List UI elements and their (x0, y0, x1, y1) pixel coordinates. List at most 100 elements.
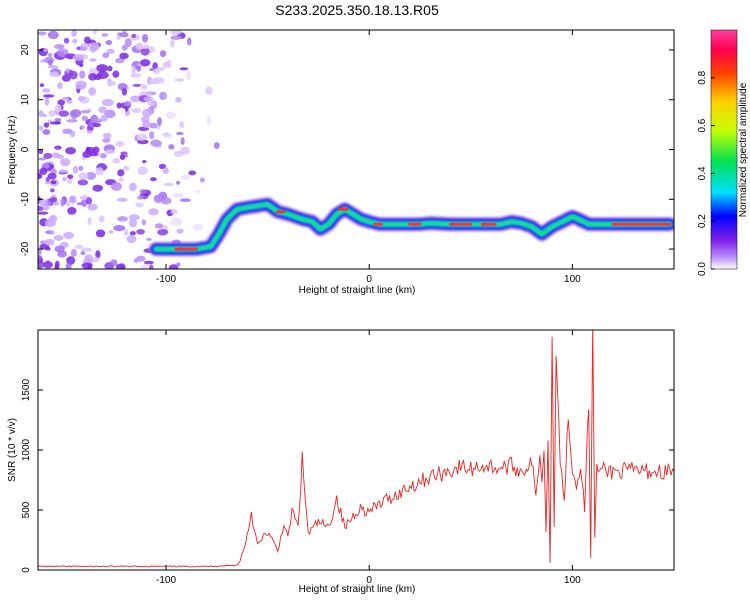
y-tick-label: 0 (21, 567, 32, 573)
y-tick-label: 20 (20, 44, 31, 56)
noise-patch (117, 169, 125, 177)
y-tick-label: 1000 (21, 438, 32, 461)
noise-patch (72, 165, 79, 174)
noise-patch (104, 109, 116, 119)
noise-patch (168, 144, 175, 150)
noise-patch (72, 38, 78, 44)
noise-patch (39, 83, 45, 88)
noise-patch (70, 109, 82, 118)
noise-patch (47, 52, 53, 57)
noise-patch (199, 177, 205, 183)
noise-patch (43, 261, 53, 269)
noise-patch (171, 30, 182, 35)
noise-patch (44, 97, 50, 106)
noise-patch (88, 67, 98, 75)
noise-patch (38, 157, 47, 161)
noise-patch (79, 63, 84, 68)
noise-patch (92, 30, 97, 35)
noise-patch (142, 108, 152, 118)
noise-patch (61, 97, 70, 101)
noise-patch (98, 215, 105, 223)
noise-patch (168, 264, 179, 269)
x-tick-label: 100 (564, 575, 581, 586)
noise-patch (87, 203, 98, 211)
trace-core (154, 202, 672, 251)
noise-patch (117, 216, 128, 222)
noise-patch (80, 109, 91, 114)
noise-patch (152, 77, 165, 84)
noise-patch (150, 139, 162, 147)
noise-patch (88, 87, 97, 96)
noise-patch (43, 122, 50, 128)
noise-patch (169, 39, 175, 48)
noise-patch (66, 256, 76, 265)
noise-patch (100, 114, 108, 122)
noise-patch (186, 37, 192, 46)
x-tick-label: 0 (366, 575, 372, 586)
noise-patch (89, 152, 99, 157)
noise-patch (179, 198, 192, 203)
noise-patch (38, 173, 43, 180)
noise-patch (195, 189, 201, 193)
noise-patch (102, 132, 112, 139)
noise-patch (77, 96, 86, 102)
noise-patch (140, 59, 151, 67)
noise-patch (62, 176, 67, 182)
noise-patch (113, 224, 126, 232)
noise-patch (92, 123, 102, 128)
noise-patch (206, 116, 212, 125)
noise-patch (99, 153, 107, 159)
noise-patch (131, 65, 136, 75)
noise-patch (49, 188, 55, 193)
noise-patch (71, 30, 77, 37)
x-tick-label: 0 (366, 274, 372, 285)
noise-patch (153, 68, 160, 75)
noise-patch (116, 102, 122, 109)
noise-patch (95, 250, 101, 259)
noise-patch (175, 97, 182, 103)
noise-patch (140, 47, 150, 56)
noise-patch (129, 182, 137, 192)
noise-patch (54, 260, 60, 269)
noise-patch (179, 146, 190, 155)
noise-patch (86, 130, 93, 134)
noise-patch (176, 262, 181, 267)
colorbar-label: Normalized spectral amplitude (738, 82, 749, 217)
noise-patch (81, 115, 89, 121)
y-tick-label: 1500 (21, 378, 32, 401)
noise-patch (142, 159, 147, 164)
y-tick-label: -10 (20, 192, 31, 207)
noise-patch (82, 150, 92, 158)
noise-patch (75, 84, 85, 90)
noise-patch (106, 48, 115, 54)
noise-patch (149, 264, 154, 269)
noise-patch (116, 197, 128, 202)
noise-patch (85, 197, 93, 205)
noise-patch (77, 179, 89, 186)
noise-patch (119, 154, 126, 161)
noise-patch (54, 117, 62, 122)
noise-patch (176, 180, 181, 185)
noise-patch (154, 223, 164, 229)
noise-patch (39, 240, 47, 245)
noise-patch (67, 174, 74, 179)
x-tick-label: 100 (564, 274, 581, 285)
noise-patch (80, 247, 93, 252)
noise-patch (54, 245, 65, 253)
noise-patch (83, 36, 91, 44)
noise-patch (167, 132, 173, 140)
noise-patch (89, 58, 97, 62)
colorbar-gradient (710, 29, 738, 270)
noise-patch (122, 30, 127, 33)
noise-patch (179, 121, 185, 129)
noise-patch (126, 234, 137, 244)
noise-patch (54, 145, 62, 150)
noise-patch (128, 214, 140, 221)
noise-patch (80, 124, 85, 130)
noise-patch (104, 149, 116, 155)
noise-patch (112, 157, 121, 164)
noise-patch (162, 167, 169, 174)
noise-patch (62, 128, 73, 135)
noise-patch (174, 78, 185, 82)
